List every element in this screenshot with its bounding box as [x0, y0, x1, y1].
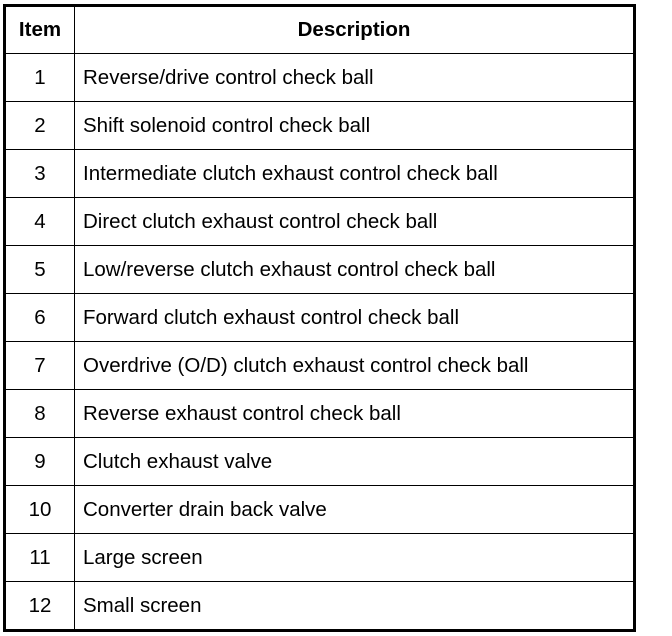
header-row: Item Description: [4, 5, 635, 54]
table-row: 5 Low/reverse clutch exhaust control chec…: [4, 245, 635, 294]
item-description: Low/reverse clutch exhaust control check…: [74, 245, 635, 294]
item-description: Shift solenoid control check ball: [74, 101, 635, 150]
item-number: 3: [4, 149, 75, 198]
item-number: 8: [4, 389, 75, 438]
item-number: 2: [4, 101, 75, 150]
table-row: 1 Reverse/drive control check ball: [4, 53, 635, 102]
item-number: 1: [4, 53, 75, 102]
item-number: 11: [4, 533, 75, 582]
parts-table: Item Description 1 Reverse/drive control …: [3, 4, 636, 632]
table-row: 12 Small screen: [4, 581, 635, 631]
header-description: Description: [74, 5, 635, 54]
header-item: Item: [4, 5, 75, 54]
item-description: Forward clutch exhaust control check bal…: [74, 293, 635, 342]
table-row: 8 Reverse exhaust control check ball: [4, 389, 635, 438]
table-row: 6 Forward clutch exhaust control check ba…: [4, 293, 635, 342]
item-number: 5: [4, 245, 75, 294]
item-description: Clutch exhaust valve: [74, 437, 635, 486]
item-number: 12: [4, 581, 75, 631]
item-description: Large screen: [74, 533, 635, 582]
item-number: 4: [4, 197, 75, 246]
table-row: 2 Shift solenoid control check ball: [4, 101, 635, 150]
item-description: Reverse exhaust control check ball: [74, 389, 635, 438]
item-description: Reverse/drive control check ball: [74, 53, 635, 102]
table-row: 4 Direct clutch exhaust control check bal…: [4, 197, 635, 246]
table-row: 10 Converter drain back valve: [4, 485, 635, 534]
item-description: Intermediate clutch exhaust control chec…: [74, 149, 635, 198]
item-description: Converter drain back valve: [74, 485, 635, 534]
item-description: Direct clutch exhaust control check ball: [74, 197, 635, 246]
table-row: 11 Large screen: [4, 533, 635, 582]
table-row: 3 Intermediate clutch exhaust control che…: [4, 149, 635, 198]
item-description: Overdrive (O/D) clutch exhaust control c…: [74, 341, 635, 390]
item-number: 9: [4, 437, 75, 486]
table-row: 7 Overdrive (O/D) clutch exhaust control …: [4, 341, 635, 390]
item-number: 7: [4, 341, 75, 390]
item-number: 10: [4, 485, 75, 534]
item-number: 6: [4, 293, 75, 342]
table-row: 9 Clutch exhaust valve: [4, 437, 635, 486]
item-description: Small screen: [74, 581, 635, 631]
